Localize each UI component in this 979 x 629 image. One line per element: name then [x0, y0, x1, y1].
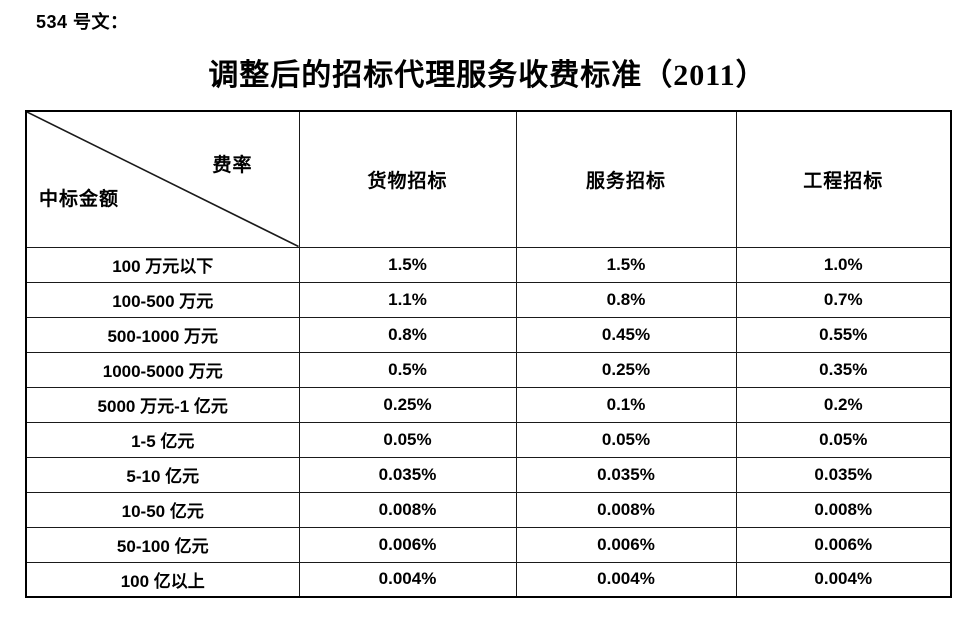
goods-rate-cell: 0.035% — [298, 456, 517, 493]
amount-cell: 50-100 亿元 — [25, 526, 300, 563]
goods-rate-cell: 0.05% — [298, 421, 517, 458]
engineering-rate-cell: 0.008% — [735, 491, 952, 528]
fee-table-body: 100 万元以下 1.5% 1.5% 1.0% 100-500 万元 1.1% 0.8% 0.… — [25, 246, 952, 598]
amount-cell: 10-50 亿元 — [25, 491, 300, 528]
table-row: 50-100 亿元 0.006% 0.006% 0.006% — [25, 526, 952, 563]
table-row: 5000 万元-1 亿元 0.25% 0.1% 0.2% — [25, 386, 952, 423]
engineering-rate-cell: 0.35% — [735, 351, 952, 388]
column-header-goods: 货物招标 — [298, 110, 517, 248]
column-header-service: 服务招标 — [515, 110, 737, 248]
engineering-rate-cell: 0.55% — [735, 316, 952, 353]
table-row: 100 亿以上 0.004% 0.004% 0.004% — [25, 561, 952, 598]
goods-rate-cell: 0.8% — [298, 316, 517, 353]
engineering-rate-cell: 0.035% — [735, 456, 952, 493]
amount-cell: 1000-5000 万元 — [25, 351, 300, 388]
table-row: 1-5 亿元 0.05% 0.05% 0.05% — [25, 421, 952, 458]
service-rate-cell: 0.006% — [515, 526, 737, 563]
fee-table: 费率 中标金额 货物招标 服务招标 工程招标 100 万元以下 1.5% 1.5% 1… — [25, 110, 952, 598]
goods-rate-cell: 0.5% — [298, 351, 517, 388]
corner-header-cell: 费率 中标金额 — [25, 110, 300, 248]
engineering-rate-cell: 0.006% — [735, 526, 952, 563]
table-row: 5-10 亿元 0.035% 0.035% 0.035% — [25, 456, 952, 493]
corner-label-amount: 中标金额 — [39, 189, 120, 210]
service-rate-cell: 0.1% — [515, 386, 737, 423]
amount-cell: 1-5 亿元 — [25, 421, 300, 458]
service-rate-cell: 0.25% — [515, 351, 737, 388]
header-row: 费率 中标金额 货物招标 服务招标 工程招标 — [25, 110, 952, 248]
amount-cell: 500-1000 万元 — [25, 316, 300, 353]
goods-rate-cell: 0.25% — [298, 386, 517, 423]
service-rate-cell: 1.5% — [515, 246, 737, 283]
service-rate-cell: 0.05% — [515, 421, 737, 458]
amount-cell: 100 万元以下 — [25, 246, 300, 283]
service-rate-cell: 0.008% — [515, 491, 737, 528]
column-header-engineering: 工程招标 — [735, 110, 952, 248]
doc-number-label: 534 号文： — [36, 12, 129, 32]
table-row: 10-50 亿元 0.008% 0.008% 0.008% — [25, 491, 952, 528]
table-row: 100 万元以下 1.5% 1.5% 1.0% — [25, 246, 952, 283]
goods-rate-cell: 0.006% — [298, 526, 517, 563]
goods-rate-cell: 1.1% — [298, 281, 517, 318]
diagonal-divider-line — [27, 112, 299, 247]
service-rate-cell: 0.8% — [515, 281, 737, 318]
engineering-rate-cell: 0.7% — [735, 281, 952, 318]
table-row: 1000-5000 万元 0.5% 0.25% 0.35% — [25, 351, 952, 388]
engineering-rate-cell: 0.004% — [735, 561, 952, 598]
goods-rate-cell: 0.008% — [298, 491, 517, 528]
service-rate-cell: 0.45% — [515, 316, 737, 353]
page-title: 调整后的招标代理服务收费标准（2011） — [208, 59, 767, 92]
engineering-rate-cell: 0.05% — [735, 421, 952, 458]
service-rate-cell: 0.004% — [515, 561, 737, 598]
goods-rate-cell: 1.5% — [298, 246, 517, 283]
amount-cell: 5000 万元-1 亿元 — [25, 386, 300, 423]
engineering-rate-cell: 0.2% — [735, 386, 952, 423]
amount-cell: 5-10 亿元 — [25, 456, 300, 493]
corner-label-rate: 费率 — [212, 155, 253, 176]
goods-rate-cell: 0.004% — [298, 561, 517, 598]
service-rate-cell: 0.035% — [515, 456, 737, 493]
amount-cell: 100-500 万元 — [25, 281, 300, 318]
table-row: 500-1000 万元 0.8% 0.45% 0.55% — [25, 316, 952, 353]
engineering-rate-cell: 1.0% — [735, 246, 952, 283]
table-row: 100-500 万元 1.1% 0.8% 0.7% — [25, 281, 952, 318]
amount-cell: 100 亿以上 — [25, 561, 300, 598]
